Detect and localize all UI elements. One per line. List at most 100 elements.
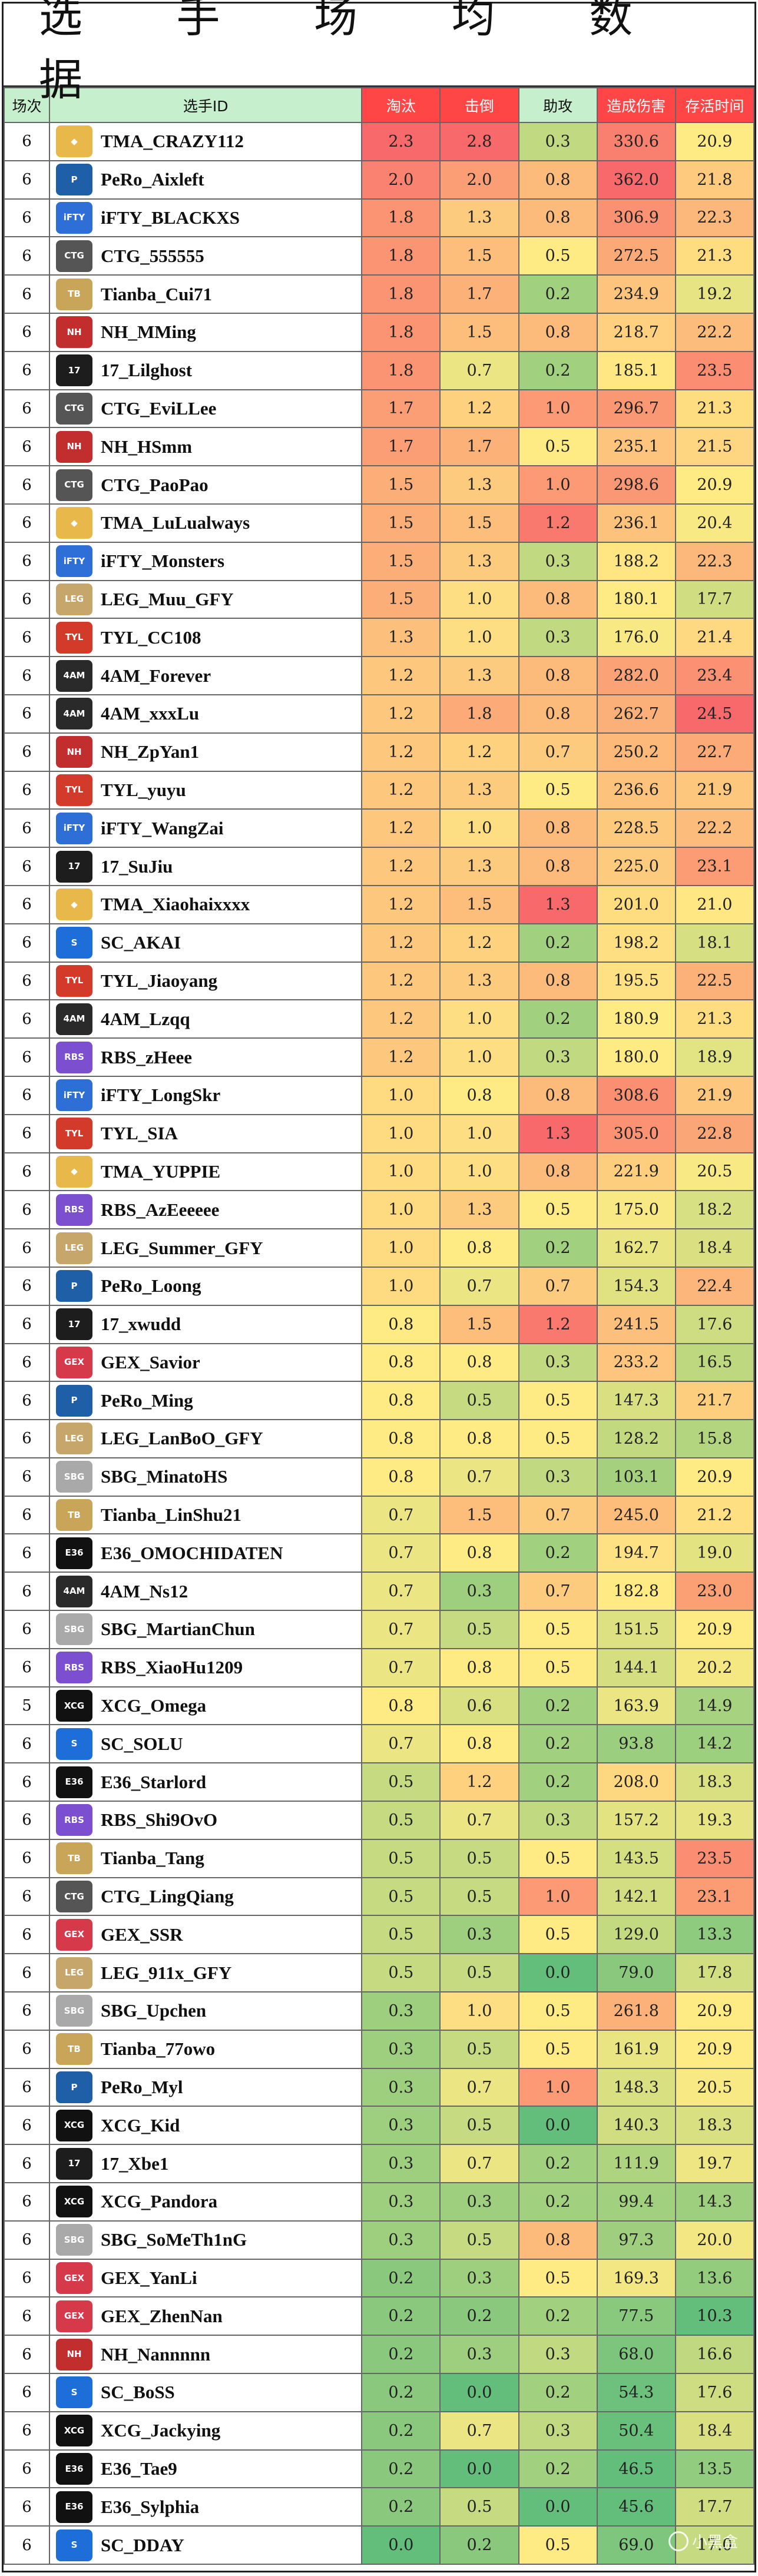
player-cell: NH NH_HSmm bbox=[49, 427, 363, 467]
eliminations-cell: 0.2 bbox=[361, 2487, 441, 2527]
survival-time-cell: 19.2 bbox=[674, 274, 755, 314]
player-cell: XCG XCG_Pandora bbox=[49, 2182, 363, 2222]
knockdowns-cell: 1.2 bbox=[439, 1762, 519, 1802]
damage-cell: 54.3 bbox=[596, 2373, 676, 2412]
col-survival-time: 存活时间 bbox=[674, 87, 755, 123]
knockdowns-cell: 0.2 bbox=[439, 2296, 519, 2336]
player-cell: NH NH_MMing bbox=[49, 312, 363, 352]
games-cell: 6 bbox=[3, 465, 51, 505]
games-cell: 6 bbox=[3, 503, 51, 543]
damage-cell: 250.2 bbox=[596, 732, 676, 772]
games-cell: 6 bbox=[3, 1495, 51, 1535]
player-cell: CTG CTG_555555 bbox=[49, 236, 363, 276]
damage-cell: 221.9 bbox=[596, 1152, 676, 1192]
team-logo-icon: iFTY bbox=[56, 1079, 93, 1112]
table-row: 6 RBS RBS_Shi9OvO 0.5 0.7 0.3 157.2 19.3 bbox=[3, 1801, 755, 1840]
survival-time-cell: 18.4 bbox=[674, 1228, 755, 1268]
player-cell: P PeRo_Myl bbox=[49, 2067, 363, 2107]
table-row: 6 E36 E36_Sylphia 0.2 0.5 0.0 45.6 17.7 bbox=[3, 2487, 755, 2527]
damage-cell: 188.2 bbox=[596, 541, 676, 581]
games-cell: 6 bbox=[3, 1037, 51, 1077]
knockdowns-cell: 1.2 bbox=[439, 732, 519, 772]
knockdowns-cell: 1.7 bbox=[439, 274, 519, 314]
knockdowns-cell: 1.8 bbox=[439, 694, 519, 734]
eliminations-cell: 0.2 bbox=[361, 2411, 441, 2451]
player-cell: NH NH_ZpYan1 bbox=[49, 732, 363, 772]
knockdowns-cell: 2.0 bbox=[439, 160, 519, 200]
eliminations-cell: 0.3 bbox=[361, 2220, 441, 2260]
games-cell: 6 bbox=[3, 312, 51, 352]
player-id: PeRo_Loong bbox=[101, 1275, 201, 1297]
knockdowns-cell: 1.5 bbox=[439, 1304, 519, 1344]
team-logo-icon: SBG bbox=[56, 1461, 93, 1493]
assists-cell: 1.0 bbox=[518, 465, 598, 505]
assists-cell: 0.0 bbox=[518, 1953, 598, 1993]
survival-time-cell: 20.5 bbox=[674, 1152, 755, 1192]
eliminations-cell: 1.0 bbox=[361, 1075, 441, 1115]
player-id: CTG_PaoPao bbox=[101, 474, 208, 495]
damage-cell: 163.9 bbox=[596, 1686, 676, 1726]
damage-cell: 151.5 bbox=[596, 1610, 676, 1649]
survival-time-cell: 16.6 bbox=[674, 2335, 755, 2375]
table-row: 6 ◆ TMA_CRAZY112 2.3 2.8 0.3 330.6 20.9 bbox=[3, 122, 755, 161]
player-cell: 4AM 4AM_Forever bbox=[49, 656, 363, 695]
survival-time-cell: 21.3 bbox=[674, 999, 755, 1039]
survival-time-cell: 20.5 bbox=[674, 2067, 755, 2107]
games-cell: 6 bbox=[3, 2067, 51, 2107]
eliminations-cell: 1.2 bbox=[361, 808, 441, 848]
table-row: 6 iFTY iFTY_LongSkr 1.0 0.8 0.8 308.6 21.9 bbox=[3, 1075, 755, 1115]
player-id: 17_Xbe1 bbox=[101, 2153, 169, 2174]
knockdowns-cell: 0.7 bbox=[439, 1266, 519, 1306]
table-row: 6 SBG SBG_Upchen 0.3 1.0 0.5 261.8 20.9 bbox=[3, 1991, 755, 2031]
team-logo-icon: CTG bbox=[56, 392, 93, 425]
damage-cell: 228.5 bbox=[596, 808, 676, 848]
eliminations-cell: 1.0 bbox=[361, 1113, 441, 1153]
team-logo-icon: E36 bbox=[56, 1537, 93, 1569]
knockdowns-cell: 1.3 bbox=[439, 541, 519, 581]
damage-cell: 140.3 bbox=[596, 2106, 676, 2146]
games-cell: 6 bbox=[3, 2525, 51, 2565]
knockdowns-cell: 0.5 bbox=[439, 1381, 519, 1421]
assists-cell: 0.5 bbox=[518, 2258, 598, 2298]
player-cell: iFTY iFTY_WangZai bbox=[49, 808, 363, 848]
player-cell: SBG SBG_MartianChun bbox=[49, 1610, 363, 1649]
player-id: TMA_CRAZY112 bbox=[101, 131, 244, 152]
damage-cell: 272.5 bbox=[596, 236, 676, 276]
games-cell: 6 bbox=[3, 2487, 51, 2527]
games-cell: 6 bbox=[3, 2296, 51, 2336]
damage-cell: 97.3 bbox=[596, 2220, 676, 2260]
knockdowns-cell: 0.3 bbox=[439, 2335, 519, 2375]
eliminations-cell: 1.0 bbox=[361, 1228, 441, 1268]
table-row: 6 NH NH_HSmm 1.7 1.7 0.5 235.1 21.5 bbox=[3, 427, 755, 467]
assists-cell: 0.8 bbox=[518, 808, 598, 848]
player-cell: P PeRo_Ming bbox=[49, 1381, 363, 1421]
table-row: 6 TB Tianba_77owo 0.3 0.5 0.5 161.9 20.9 bbox=[3, 2029, 755, 2069]
knockdowns-cell: 0.3 bbox=[439, 1915, 519, 1955]
eliminations-cell: 1.5 bbox=[361, 579, 441, 619]
table-row: 6 S SC_DDAY 0.0 0.2 0.5 69.0 17.0 bbox=[3, 2525, 755, 2565]
damage-cell: 236.6 bbox=[596, 770, 676, 810]
survival-time-cell: 22.3 bbox=[674, 198, 755, 238]
games-cell: 6 bbox=[3, 274, 51, 314]
survival-time-cell: 20.9 bbox=[674, 1457, 755, 1497]
player-cell: SBG SBG_SoMeTh1nG bbox=[49, 2220, 363, 2260]
table-row: 6 LEG LEG_911x_GFY 0.5 0.5 0.0 79.0 17.8 bbox=[3, 1953, 755, 1993]
table-row: 6 P PeRo_Aixleft 2.0 2.0 0.8 362.0 21.8 bbox=[3, 160, 755, 200]
knockdowns-cell: 0.7 bbox=[439, 1457, 519, 1497]
team-logo-icon: RBS bbox=[56, 1193, 93, 1226]
games-cell: 6 bbox=[3, 808, 51, 848]
assists-cell: 1.3 bbox=[518, 1113, 598, 1153]
survival-time-cell: 21.9 bbox=[674, 770, 755, 810]
table-row: 6 TYL TYL_yuyu 1.2 1.3 0.5 236.6 21.9 bbox=[3, 770, 755, 810]
table-row: 6 XCG XCG_Pandora 0.3 0.3 0.2 99.4 14.3 bbox=[3, 2182, 755, 2222]
assists-cell: 0.2 bbox=[518, 2182, 598, 2222]
survival-time-cell: 16.5 bbox=[674, 1342, 755, 1383]
survival-time-cell: 17.0 bbox=[674, 2525, 755, 2565]
assists-cell: 0.7 bbox=[518, 1572, 598, 1612]
damage-cell: 296.7 bbox=[596, 389, 676, 429]
table-row: 6 LEG LEG_LanBoO_GFY 0.8 0.8 0.5 128.2 15.8 bbox=[3, 1419, 755, 1458]
games-cell: 6 bbox=[3, 1152, 51, 1192]
player-id: TMA_YUPPIE bbox=[101, 1161, 221, 1182]
damage-cell: 194.7 bbox=[596, 1533, 676, 1573]
eliminations-cell: 0.3 bbox=[361, 2067, 441, 2107]
